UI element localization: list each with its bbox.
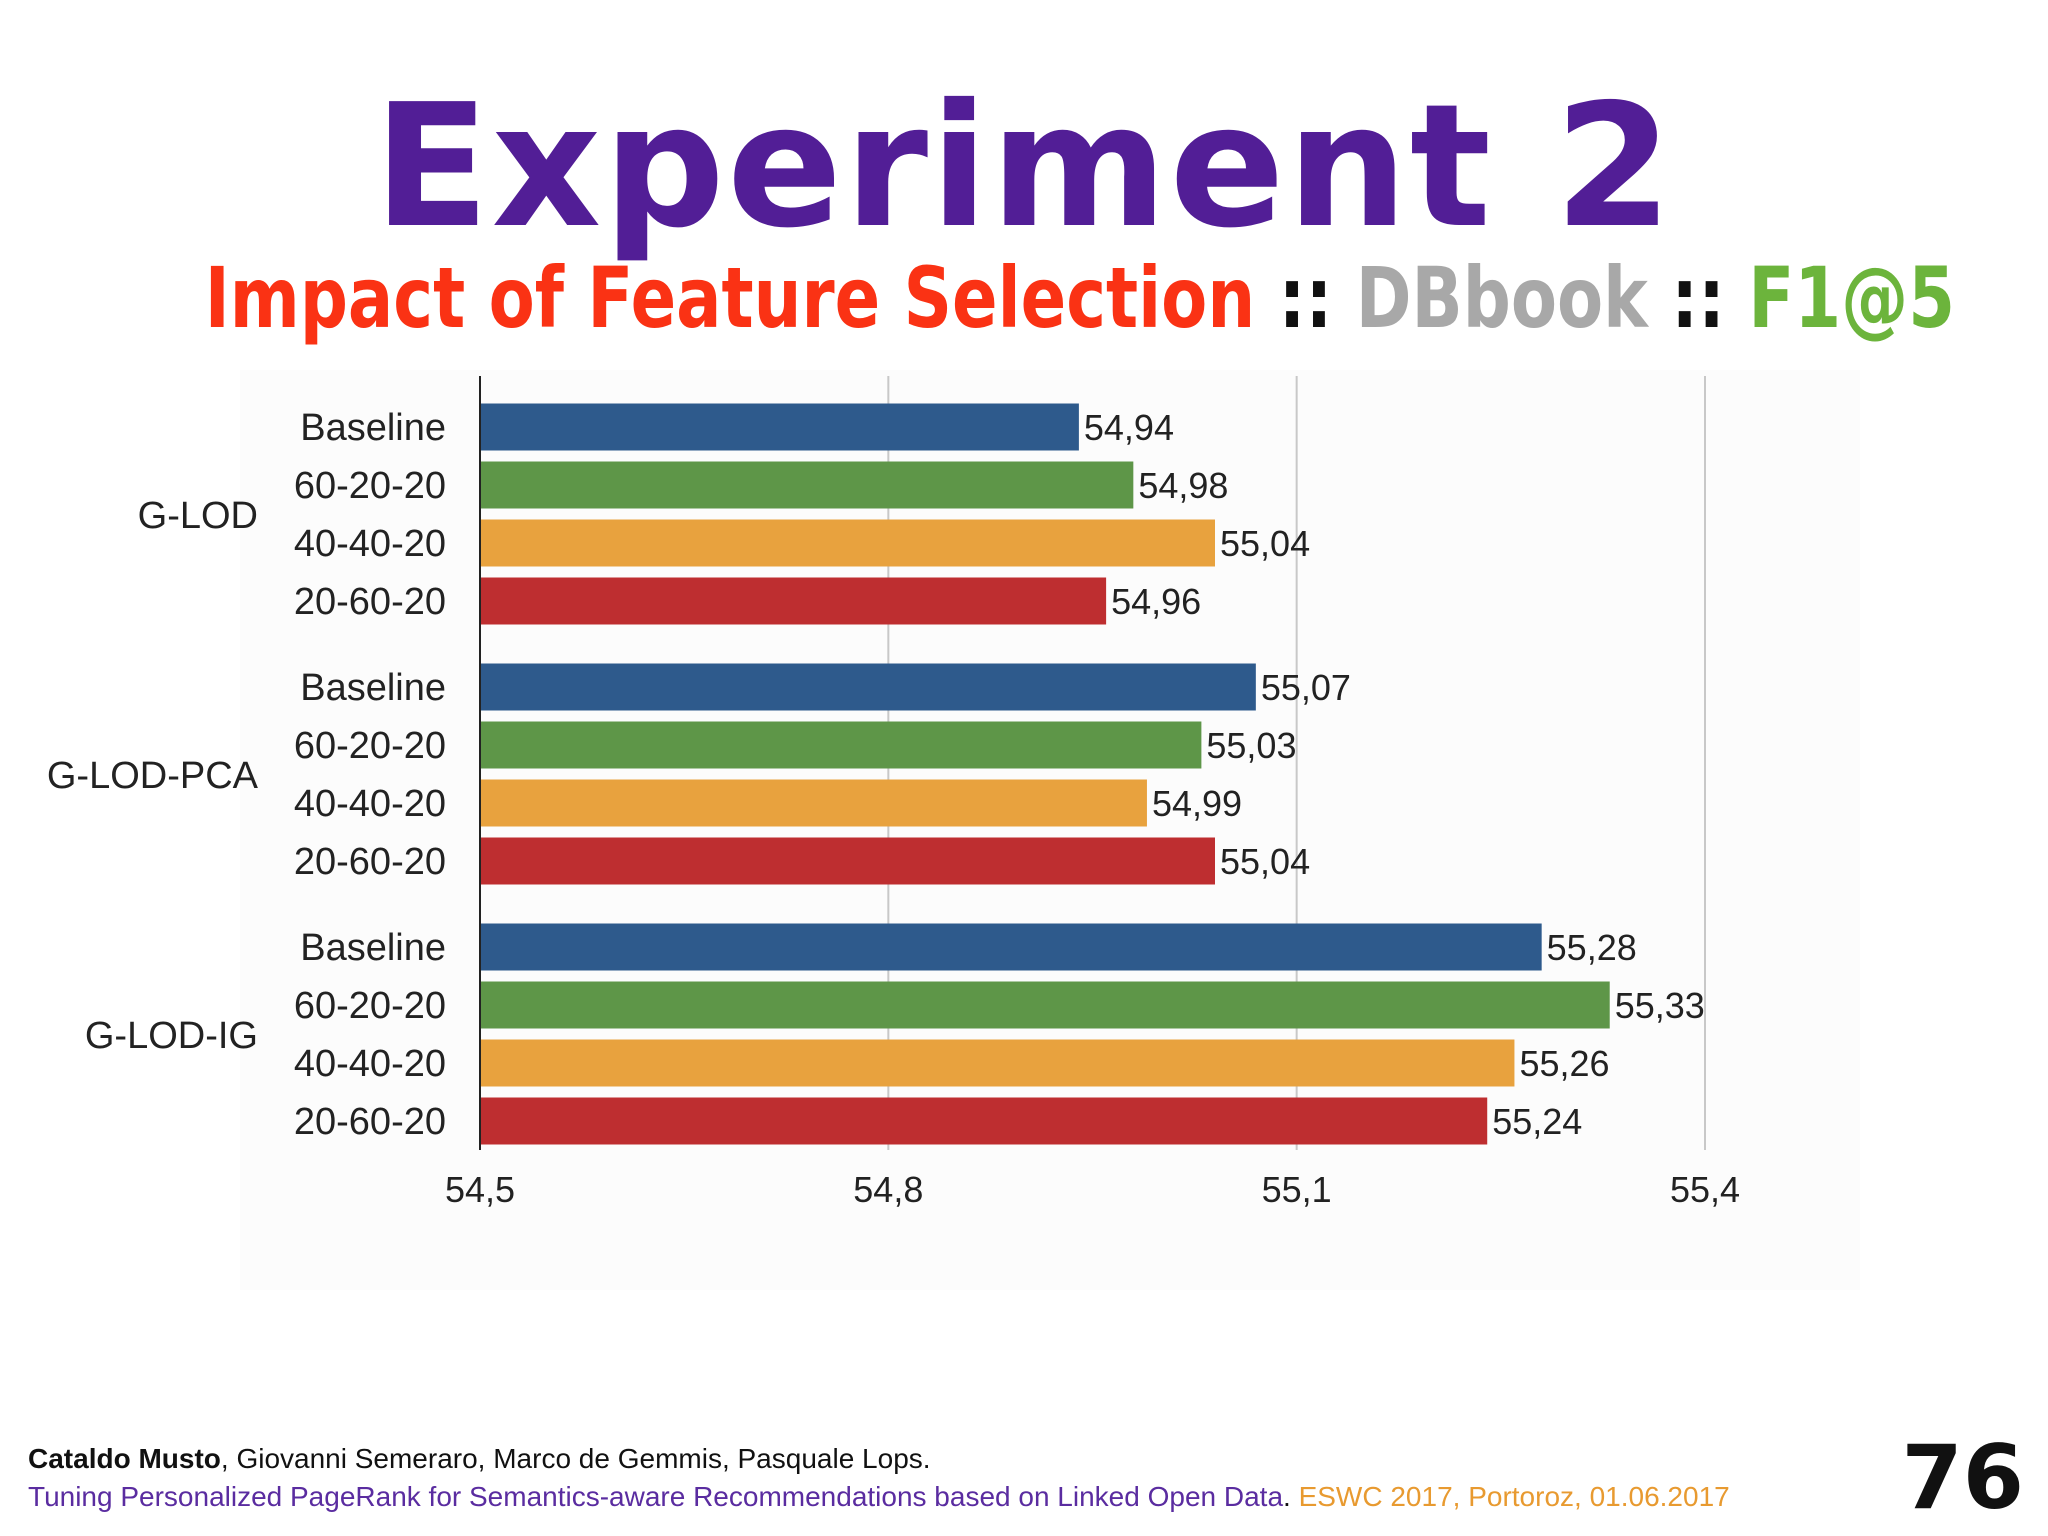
group-label: G-LOD-IG xyxy=(85,1015,258,1057)
category-label: 40-40-20 xyxy=(294,523,446,565)
bar xyxy=(480,981,1610,1029)
bar-value-label: 54,96 xyxy=(1111,581,1201,622)
bar xyxy=(480,519,1215,567)
subtitle-dataset: DBbook xyxy=(1355,249,1648,347)
slide-subtitle: Impact of Feature Selection :: DBbook ::… xyxy=(204,248,1955,348)
footer-citation: Tuning Personalized PageRank for Semanti… xyxy=(28,1481,1888,1513)
bar xyxy=(480,779,1147,827)
paper-title: Tuning Personalized PageRank for Semanti… xyxy=(28,1481,1284,1512)
bar-value-label: 55,24 xyxy=(1492,1101,1582,1142)
category-label: 60-20-20 xyxy=(294,725,446,767)
bar xyxy=(480,461,1134,509)
footer-authors: Cataldo Musto, Giovanni Semeraro, Marco … xyxy=(28,1443,1888,1475)
subtitle-topic: Impact of Feature Selection xyxy=(204,249,1256,347)
x-tick-label: 54,5 xyxy=(445,1169,515,1210)
bar xyxy=(480,403,1079,451)
bar-value-label: 54,94 xyxy=(1084,407,1174,448)
bar-value-label: 55,07 xyxy=(1261,667,1351,708)
x-tick-label: 55,1 xyxy=(1262,1169,1332,1210)
bar-value-label: 55,04 xyxy=(1220,523,1310,564)
bar xyxy=(480,577,1107,625)
group-label: G-LOD-PCA xyxy=(47,755,259,797)
bar xyxy=(480,1097,1488,1145)
category-label: Baseline xyxy=(300,407,446,449)
subtitle-metric: F1@5 xyxy=(1748,249,1956,347)
x-tick-label: 55,4 xyxy=(1670,1169,1740,1210)
category-label: 60-20-20 xyxy=(294,465,446,507)
bar-chart: 54,5 54,8 55,1 55,4 54,94 Baseline 54,98 60-20-… xyxy=(47,376,1740,1210)
bar-value-label: 55,04 xyxy=(1220,841,1310,882)
bar xyxy=(480,923,1542,971)
bar xyxy=(480,721,1202,769)
category-label: 20-60-20 xyxy=(294,581,446,623)
category-label: Baseline xyxy=(300,667,446,709)
bar-value-label: 55,03 xyxy=(1206,725,1296,766)
bar-value-label: 54,98 xyxy=(1138,465,1228,506)
category-label: 40-40-20 xyxy=(294,1043,446,1085)
slide-number: 76 xyxy=(1901,1426,2024,1529)
subtitle-separator: :: xyxy=(1647,249,1749,347)
bar-value-label: 55,26 xyxy=(1519,1043,1609,1084)
x-tick-label: 54,8 xyxy=(853,1169,923,1210)
citation-separator: . xyxy=(1283,1481,1299,1512)
bar-value-label: 55,28 xyxy=(1547,927,1637,968)
category-label: 60-20-20 xyxy=(294,985,446,1027)
bar xyxy=(480,837,1215,885)
slide-title: Experiment 2 xyxy=(373,68,1675,266)
first-author: Cataldo Musto xyxy=(28,1443,221,1474)
bar xyxy=(480,663,1256,711)
bar-value-label: 55,33 xyxy=(1615,985,1705,1026)
bar-value-label: 54,99 xyxy=(1152,783,1242,824)
bar xyxy=(480,1039,1515,1087)
category-label: 20-60-20 xyxy=(294,841,446,883)
category-label: 20-60-20 xyxy=(294,1101,446,1143)
category-label: 40-40-20 xyxy=(294,783,446,825)
subtitle-separator: :: xyxy=(1255,249,1356,347)
category-label: Baseline xyxy=(300,927,446,969)
venue: ESWC 2017, Portoroz, 01.06.2017 xyxy=(1298,1481,1730,1512)
co-authors: , Giovanni Semeraro, Marco de Gemmis, Pa… xyxy=(220,1443,931,1474)
group-label: G-LOD xyxy=(138,495,258,537)
